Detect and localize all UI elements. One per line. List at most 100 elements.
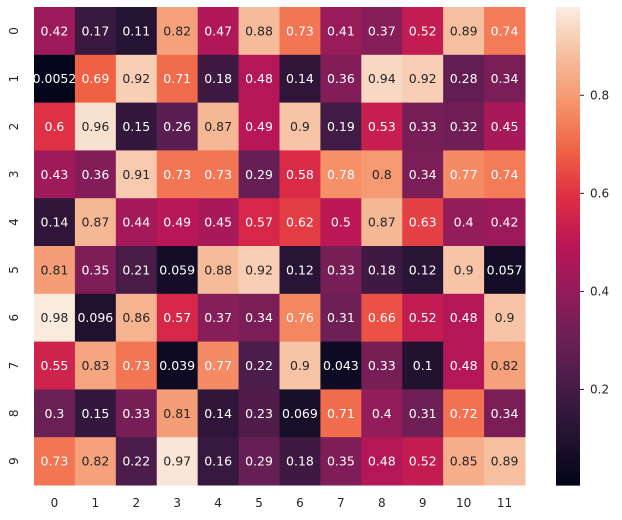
colorbar-segment	[556, 429, 580, 434]
heatmap-cell	[361, 54, 403, 104]
cell-annotation: 0.91	[122, 167, 150, 182]
heatmap-cell	[443, 293, 485, 343]
colorbar-segment	[556, 98, 580, 104]
colorbar-segment	[556, 226, 580, 231]
cell-annotation: 0.19	[327, 119, 355, 134]
colorbar-segment	[556, 34, 580, 40]
colorbar-segment	[556, 373, 580, 379]
colorbar-segment	[556, 293, 580, 299]
heatmap-cell	[34, 7, 76, 56]
cell-annotation: 0.81	[163, 406, 191, 421]
x-tick-label: 7	[337, 496, 345, 510]
cell-annotation: 0.88	[204, 262, 232, 277]
y-tick-label: 4	[7, 218, 21, 226]
colorbar-segment	[556, 22, 580, 28]
cell-annotation: 0.5	[331, 215, 351, 230]
colorbar-segment	[556, 74, 580, 80]
cell-annotation: 0.9	[454, 262, 474, 277]
heatmap-cell	[197, 437, 240, 486]
heatmap-cell	[484, 150, 526, 199]
cell-annotation: 0.89	[491, 454, 519, 469]
heatmap-cell	[402, 198, 444, 247]
heatmap-cell	[156, 150, 199, 199]
cell-annotation: 0.89	[450, 23, 478, 38]
cell-annotation: 0.48	[368, 454, 396, 469]
heatmap-cell	[484, 54, 526, 104]
heatmap-cell	[279, 437, 321, 486]
colorbar-segment	[556, 234, 580, 239]
cell-annotation: 0.52	[409, 23, 437, 38]
heatmap-cell	[361, 102, 403, 151]
cell-annotation: 0.66	[368, 310, 396, 325]
x-tick-label: 2	[132, 496, 140, 510]
heatmap-cell	[402, 389, 444, 438]
x-tick-label: 4	[214, 496, 222, 510]
colorbar-segment	[556, 102, 580, 108]
cell-annotation: 0.86	[122, 310, 150, 325]
colorbar-segment	[556, 46, 580, 52]
cell-annotation: 0.22	[245, 358, 273, 373]
colorbar-segment	[556, 106, 580, 112]
colorbar-segment	[556, 50, 580, 56]
heatmap-cell	[320, 102, 362, 151]
colorbar-segment	[556, 353, 580, 359]
cell-annotation: 0.74	[491, 23, 519, 38]
cell-annotation: 0.57	[245, 215, 273, 230]
colorbar-segment	[556, 365, 580, 371]
cell-annotation: 0.57	[163, 310, 191, 325]
cell-annotation: 0.4	[372, 406, 392, 421]
y-tick-label: 0	[7, 27, 21, 35]
heatmap-cell	[115, 54, 158, 104]
cell-annotation: 0.74	[491, 167, 519, 182]
colorbar-segment	[556, 473, 580, 478]
colorbar-segment	[556, 14, 580, 20]
heatmap-cell	[156, 54, 199, 104]
heatmap-cell	[74, 7, 117, 56]
cell-annotation: 0.63	[409, 215, 437, 230]
heatmap-cell	[279, 341, 321, 390]
heatmap-cell	[320, 198, 362, 247]
heatmap-cell	[279, 7, 321, 56]
heatmap-cell	[320, 437, 362, 486]
cell-annotation: 0.41	[327, 23, 355, 38]
colorbar-segment	[556, 198, 580, 203]
cell-annotation: 0.9	[290, 119, 310, 134]
colorbar-segment	[556, 182, 580, 187]
colorbar-segment	[556, 62, 580, 68]
cell-annotation: 0.12	[286, 262, 314, 277]
colorbar-segment	[556, 309, 580, 315]
colorbar-segment	[556, 206, 580, 211]
colorbar-segment	[556, 389, 580, 394]
cell-annotation: 0.77	[450, 167, 478, 182]
cell-annotation: 0.87	[81, 215, 109, 230]
cell-annotation: 0.52	[409, 310, 437, 325]
cell-annotation: 0.73	[41, 454, 69, 469]
heatmap-cell	[115, 150, 158, 199]
colorbar-segment	[556, 285, 580, 291]
cell-annotation: 0.17	[81, 23, 109, 38]
cell-annotation: 0.44	[122, 215, 150, 230]
cell-annotation: 0.71	[163, 71, 191, 86]
colorbar-segment	[556, 281, 580, 287]
x-tick-label: 8	[378, 496, 386, 510]
cell-annotation: 0.42	[491, 215, 519, 230]
heatmap-cell	[238, 7, 280, 56]
colorbar-segment	[556, 210, 580, 215]
y-tick-label: 5	[7, 266, 21, 274]
heatmap-cell	[484, 341, 526, 390]
heatmap-cell	[443, 54, 485, 104]
heatmap-cell	[361, 7, 403, 56]
y-tick-label: 3	[7, 170, 21, 178]
cell-annotation: 0.8	[372, 167, 392, 182]
cell-annotation: 0.78	[327, 167, 355, 182]
heatmap-cell	[402, 54, 444, 104]
colorbar-segment	[556, 333, 580, 339]
heatmap-cell	[361, 341, 403, 390]
colorbar-segment	[556, 349, 580, 355]
cell-annotation: 0.039	[159, 358, 195, 373]
cell-annotation: 0.33	[122, 406, 150, 421]
cell-annotation: 0.34	[491, 406, 519, 421]
heatmap-cell	[34, 198, 76, 247]
cell-annotation: 0.34	[409, 167, 437, 182]
heatmap-cell	[279, 389, 321, 438]
